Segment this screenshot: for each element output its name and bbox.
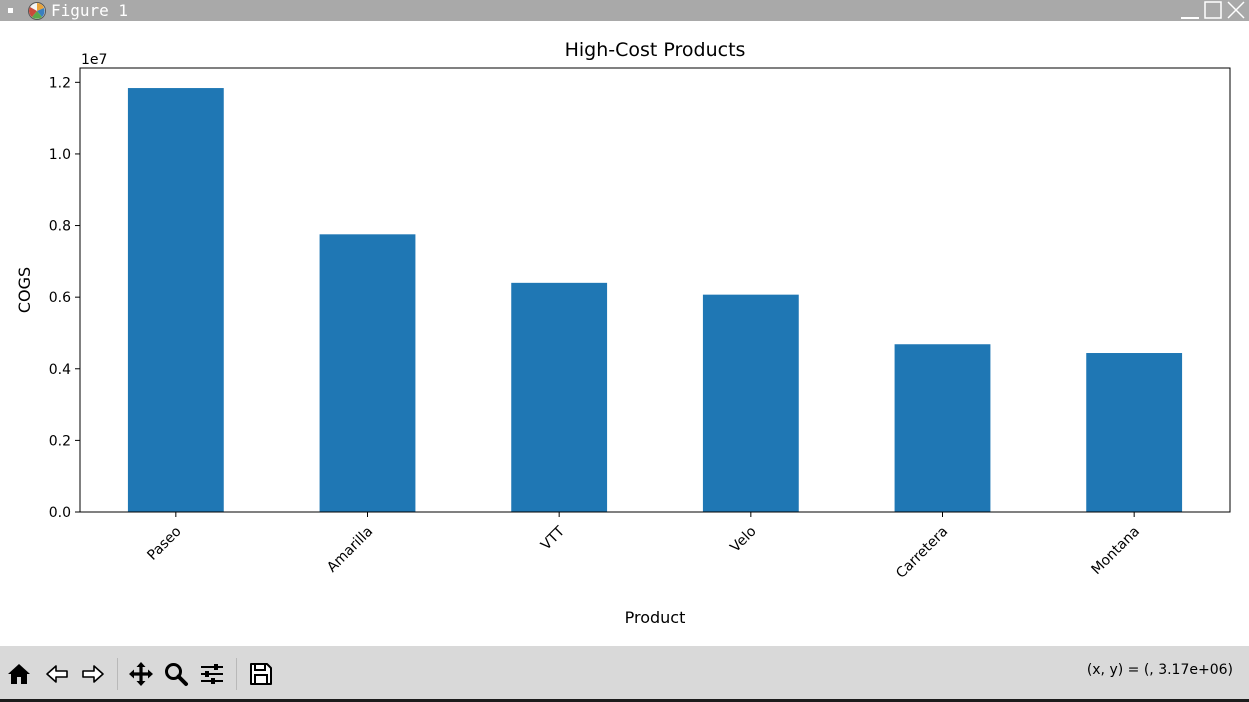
window-titlebar: Figure 1 (0, 0, 1249, 21)
toolbar-separator (236, 658, 237, 690)
y-axis-label: COGS (15, 267, 34, 313)
x-tick-label: Carretera (893, 524, 951, 582)
navigation-toolbar: (x, y) = (, 3.17e+06) (0, 646, 1249, 702)
y-tick-label: 0.8 (49, 219, 71, 235)
toolbar-separator (117, 658, 118, 690)
x-axis-label: Product (625, 608, 686, 627)
y-tick-label: 0.2 (49, 433, 71, 449)
y-tick-label: 1.2 (49, 75, 71, 91)
bar-chart: High-Cost Products 1e7 0.0 0.2 0.4 0.6 0.8 1.… (15, 39, 1231, 627)
x-tick-label: Amarilla (324, 524, 376, 576)
y-tick-label: 1.0 (49, 147, 71, 163)
minimize-icon[interactable] (1179, 0, 1201, 21)
bar-montana (1086, 353, 1183, 512)
bar-vtt (511, 282, 608, 512)
bar-carretera (894, 344, 991, 512)
y-offset-label: 1e7 (81, 52, 107, 68)
floppy-disk-icon[interactable] (248, 661, 274, 687)
chart-title: High-Cost Products (565, 39, 746, 61)
maximize-icon[interactable] (1202, 0, 1224, 21)
sliders-icon[interactable] (199, 661, 225, 687)
bar-velo (702, 294, 799, 512)
home-icon[interactable] (6, 661, 32, 687)
y-tick-label: 0.0 (49, 505, 71, 521)
coordinate-readout: (x, y) = (, 3.17e+06) (1086, 662, 1233, 678)
window-title: Figure 1 (51, 1, 129, 20)
y-tick-label: 0.6 (49, 290, 71, 306)
bar-paseo (127, 88, 224, 513)
window-menu-icon[interactable] (8, 8, 13, 13)
figure-canvas[interactable]: High-Cost Products 1e7 0.0 0.2 0.4 0.6 0.8 1.… (0, 21, 1249, 646)
arrow-right-icon[interactable] (80, 661, 106, 687)
close-icon[interactable] (1225, 0, 1247, 21)
x-tick-label: Montana (1089, 524, 1143, 578)
magnifier-icon[interactable] (163, 661, 189, 687)
x-tick-label: Paseo (144, 524, 184, 564)
matplotlib-icon (28, 2, 46, 20)
y-tick-label: 0.4 (49, 362, 71, 378)
axes-frame (79, 67, 1231, 513)
move-icon[interactable] (128, 661, 154, 687)
arrow-left-icon[interactable] (44, 661, 70, 687)
x-tick-label: Velo (727, 524, 759, 556)
bar-amarilla (319, 234, 416, 512)
x-tick-label: VTT (538, 523, 568, 553)
